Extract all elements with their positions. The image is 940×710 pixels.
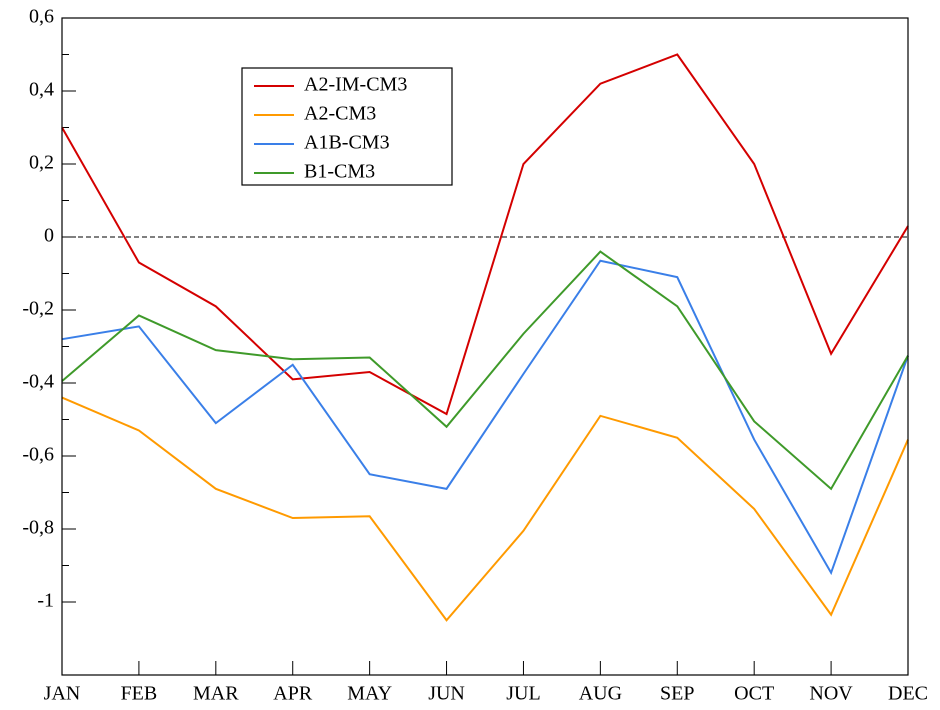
legend-label: A1B-CM3 (304, 132, 390, 154)
y-tick-label: -1 (37, 590, 54, 612)
y-tick-label: -0,8 (22, 517, 54, 539)
series-line (61, 53, 909, 416)
x-tick-label: DEC (888, 683, 928, 705)
y-tick-label: 0,6 (29, 6, 54, 28)
x-tick-label: JUN (428, 683, 465, 705)
x-tick-label: JAN (44, 683, 81, 705)
y-tick-label: 0 (44, 225, 54, 247)
x-tick-label: OCT (734, 683, 774, 705)
y-tick-label: -0,2 (22, 298, 54, 320)
x-tick-label: FEB (121, 683, 158, 705)
x-tick-label: SEP (660, 683, 694, 705)
x-tick-label: APR (273, 683, 313, 705)
legend-box (241, 67, 453, 186)
x-tick-label: AUG (579, 683, 622, 705)
series-line (61, 259, 909, 576)
x-tick-label: NOV (809, 683, 853, 705)
plot-frame (61, 17, 909, 676)
legend-label: A2-IM-CM3 (304, 74, 407, 96)
series-line (61, 250, 909, 491)
x-tick-label: MAY (347, 683, 392, 705)
y-tick-label: -0,6 (22, 444, 54, 466)
legend-label: A2-CM3 (304, 103, 376, 125)
y-tick-label: 0,2 (29, 152, 54, 174)
y-tick-label: 0,4 (29, 79, 54, 101)
series-line (61, 396, 909, 622)
x-tick-label: MAR (193, 683, 239, 705)
x-tick-label: JUL (506, 683, 540, 705)
legend-label: B1-CM3 (304, 161, 375, 183)
y-tick-label: -0,4 (22, 371, 54, 393)
